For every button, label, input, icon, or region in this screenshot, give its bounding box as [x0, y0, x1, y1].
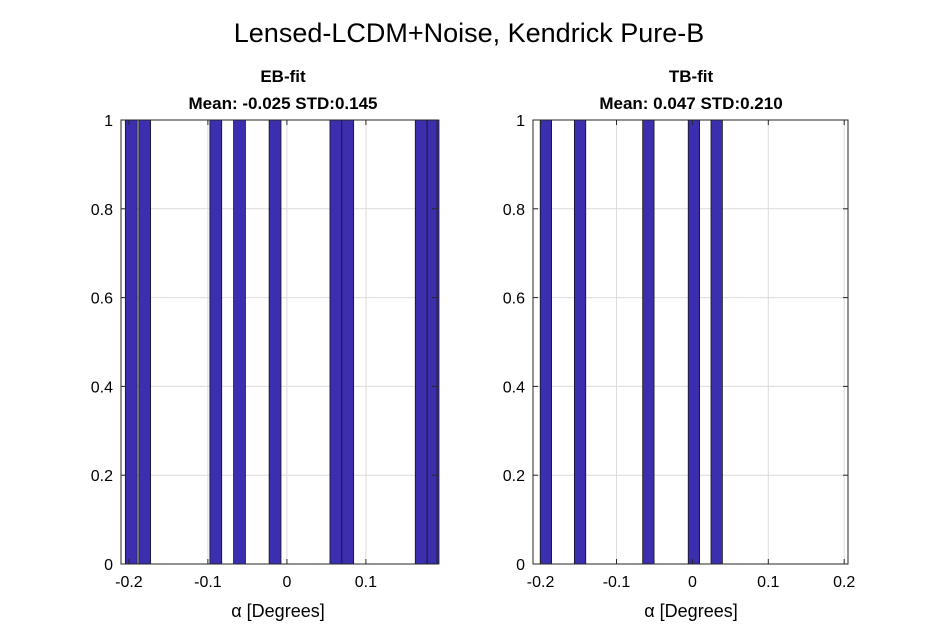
eb-fit-y-tick-label: 0.4	[91, 379, 113, 396]
eb-fit-stats: Mean: -0.025 STD:0.145	[189, 94, 378, 113]
eb-fit-x-tick-label: -0.1	[194, 574, 222, 591]
eb-fit-bar	[414, 119, 428, 565]
tb-fit-x-tick-label: 0.1	[757, 574, 779, 591]
tb-fit-bar	[539, 119, 552, 565]
tb-fit-panel: TB-fit Mean: 0.047 STD:0.210 α [Degrees]…	[503, 67, 856, 621]
tb-fit-y-tick-label: 0.2	[503, 468, 525, 485]
eb-fit-bar	[209, 119, 223, 565]
tb-fit-title: TB-fit	[669, 67, 714, 86]
tb-fit-x-tick-label: -0.1	[603, 574, 631, 591]
tb-fit-bar	[642, 119, 655, 565]
eb-fit-bar	[124, 119, 138, 565]
eb-fit-title: EB-fit	[260, 67, 306, 86]
tb-fit-x-tick-label: 0.2	[833, 574, 855, 591]
tb-fit-y-tick-label: 1	[516, 113, 525, 130]
tb-fit-stats: Mean: 0.047 STD:0.210	[599, 94, 782, 113]
eb-fit-bar	[329, 119, 343, 565]
eb-fit-y-tick-label: 0.6	[91, 291, 113, 308]
tb-fit-x-axis-label: α [Degrees]	[644, 601, 737, 621]
figure-title: Lensed-LCDM+Noise, Kendrick Pure-B	[234, 18, 704, 48]
eb-fit-bar	[233, 119, 246, 565]
eb-fit-x-axis-label: α [Degrees]	[231, 601, 324, 621]
tb-fit-bar	[687, 119, 701, 565]
eb-fit-y-tick-label: 1	[104, 113, 113, 130]
eb-fit-bar	[138, 119, 152, 565]
eb-fit-x-tick-label: 0	[282, 574, 291, 591]
tb-fit-y-tick-label: 0.6	[503, 291, 525, 308]
tb-fit-y-tick-label: 0	[516, 557, 525, 574]
tb-fit-bar	[573, 119, 587, 565]
tb-fit-axes-frame	[532, 119, 849, 565]
tb-fit-x-tick-label: -0.2	[527, 574, 555, 591]
tb-fit-bar	[710, 119, 723, 565]
eb-fit-y-tick-label: 0.2	[91, 468, 113, 485]
eb-fit-bar	[341, 119, 355, 565]
eb-fit-x-tick-label: -0.2	[115, 574, 143, 591]
eb-fit-bar	[268, 119, 282, 565]
tb-fit-x-tick-label: 0	[688, 574, 697, 591]
tb-fit-y-tick-label: 0.4	[503, 379, 525, 396]
eb-fit-y-tick-label: 0.8	[91, 202, 113, 219]
eb-fit-axes-frame	[120, 119, 438, 565]
tb-fit-y-tick-label: 0.8	[503, 202, 525, 219]
eb-fit-x-tick-label: 0.1	[355, 574, 377, 591]
eb-fit-y-tick-label: 0	[104, 557, 113, 574]
eb-fit-panel: EB-fit Mean: -0.025 STD:0.145 α [Degrees…	[91, 67, 440, 621]
